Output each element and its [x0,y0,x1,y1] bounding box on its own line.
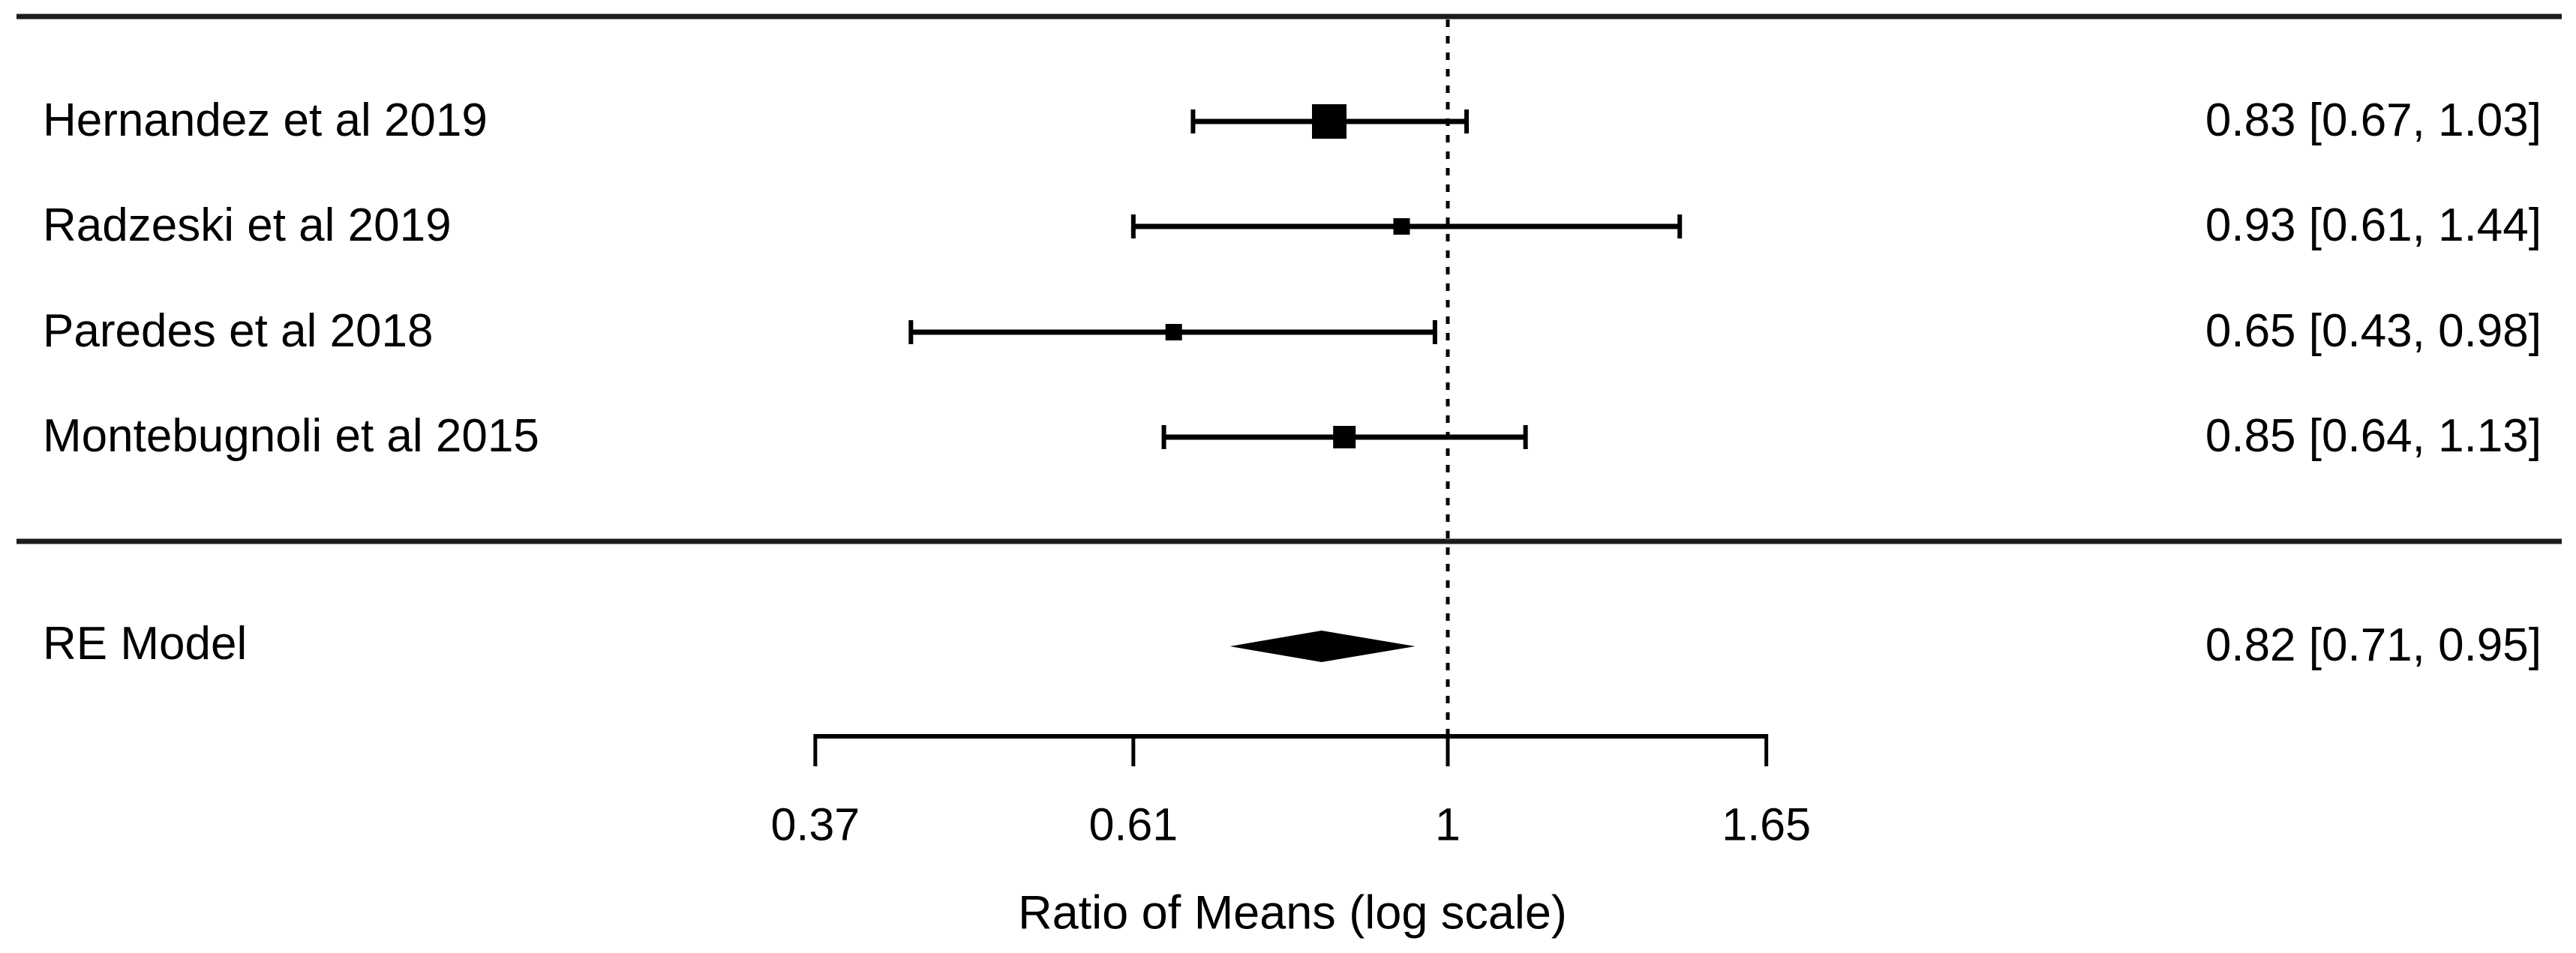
study-value-hernandez: 0.83 [0.67, 1.03] [2205,94,2541,146]
study-value-radzeski: 0.93 [0.61, 1.44] [2205,199,2541,251]
point-estimate-marker [1393,218,1410,235]
point-estimate-marker [1333,426,1356,448]
study-label-hernandez: Hernandez et al 2019 [43,94,488,146]
summary-value: 0.82 [0.71, 0.95] [2205,619,2541,671]
x-tick-label-4: 1.65 [1722,799,1812,850]
summary-label: RE Model [43,617,248,670]
study-label-montebugnoli: Montebugnoli et al 2015 [43,409,539,462]
study-label-paredes: Paredes et al 2018 [43,304,434,357]
x-tick-label-1: 0.37 [770,799,860,850]
point-estimate-marker [1165,324,1182,340]
x-axis-title: Ratio of Means (log scale) [1018,886,1567,940]
study-value-montebugnoli: 0.85 [0.64, 1.13] [2205,409,2541,462]
study-value-paredes: 0.65 [0.43, 0.98] [2205,304,2541,357]
summary-diamond [1229,631,1416,662]
x-tick-label-3: 1 [1435,799,1461,850]
study-label-radzeski: Radzeski et al 2019 [43,199,452,251]
x-tick-label-2: 0.61 [1088,799,1178,850]
point-estimate-marker [1311,104,1347,139]
